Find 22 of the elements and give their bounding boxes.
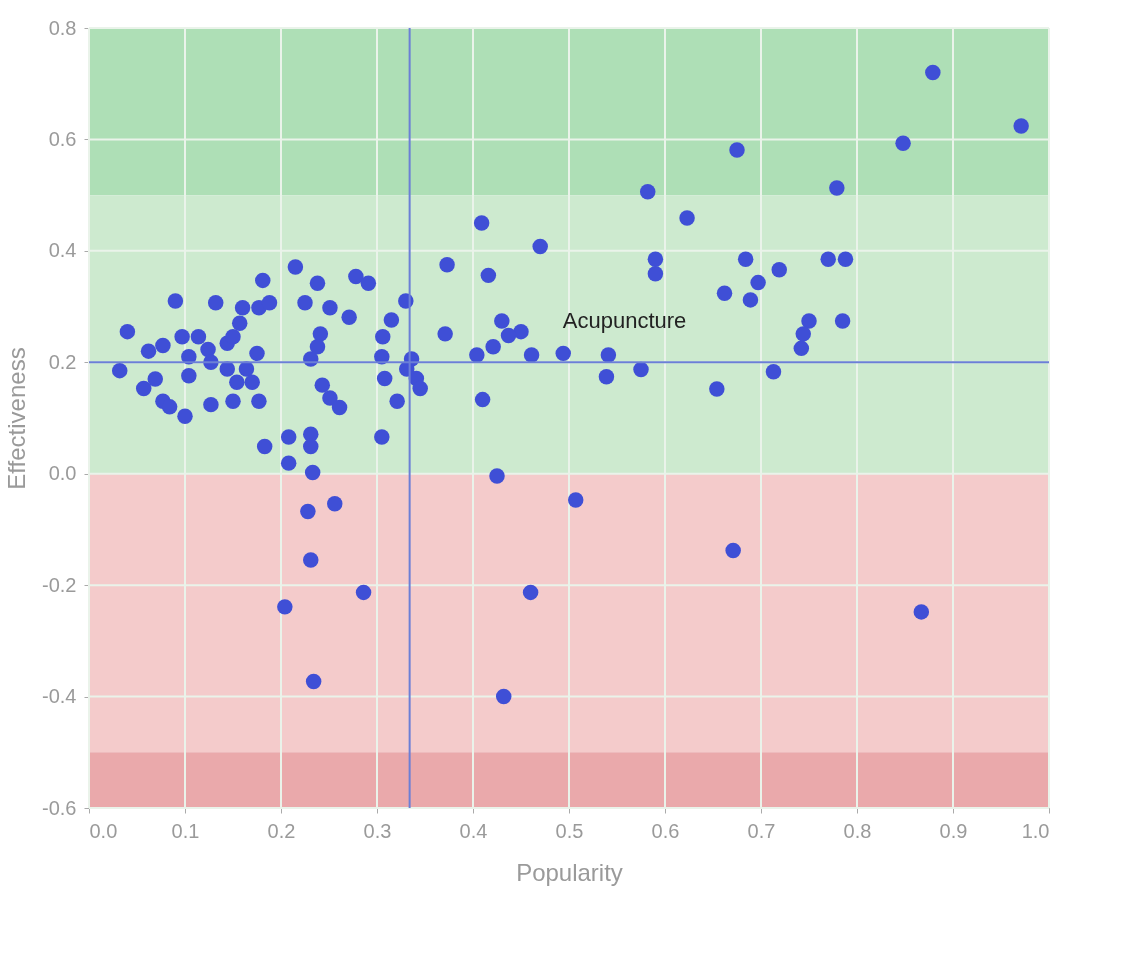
x-axis-title: Popularity	[516, 858, 623, 886]
y-tick-label: -0.6	[42, 796, 77, 819]
x-tick-label: 0.0	[89, 819, 118, 842]
y-tick-label: -0.2	[42, 573, 77, 596]
x-tick-label: 0.1	[171, 819, 200, 842]
y-tick-label: 0.8	[48, 16, 77, 39]
x-tick-label: 0.6	[651, 819, 680, 842]
x-tick-label: 0.9	[939, 819, 968, 842]
y-tick-label: 0.4	[48, 239, 77, 262]
y-tick-label: 0.2	[48, 350, 77, 373]
y-tick-label: -0.4	[42, 685, 77, 708]
x-tick-label: 1.0	[1021, 819, 1050, 842]
x-tick-label: 0.3	[363, 819, 392, 842]
y-tick-label: 0.6	[48, 127, 77, 150]
x-tick-label: 0.4	[459, 819, 488, 842]
x-tick-label: 0.8	[843, 819, 872, 842]
x-tick-label: 0.2	[267, 819, 296, 842]
annotation: Acupuncture	[562, 308, 687, 334]
y-tick-label: 0.0	[48, 462, 77, 485]
x-tick-label: 0.7	[747, 819, 776, 842]
x-tick-label: 0.5	[555, 819, 584, 842]
y-axis-title: Effectiveness	[3, 347, 31, 490]
